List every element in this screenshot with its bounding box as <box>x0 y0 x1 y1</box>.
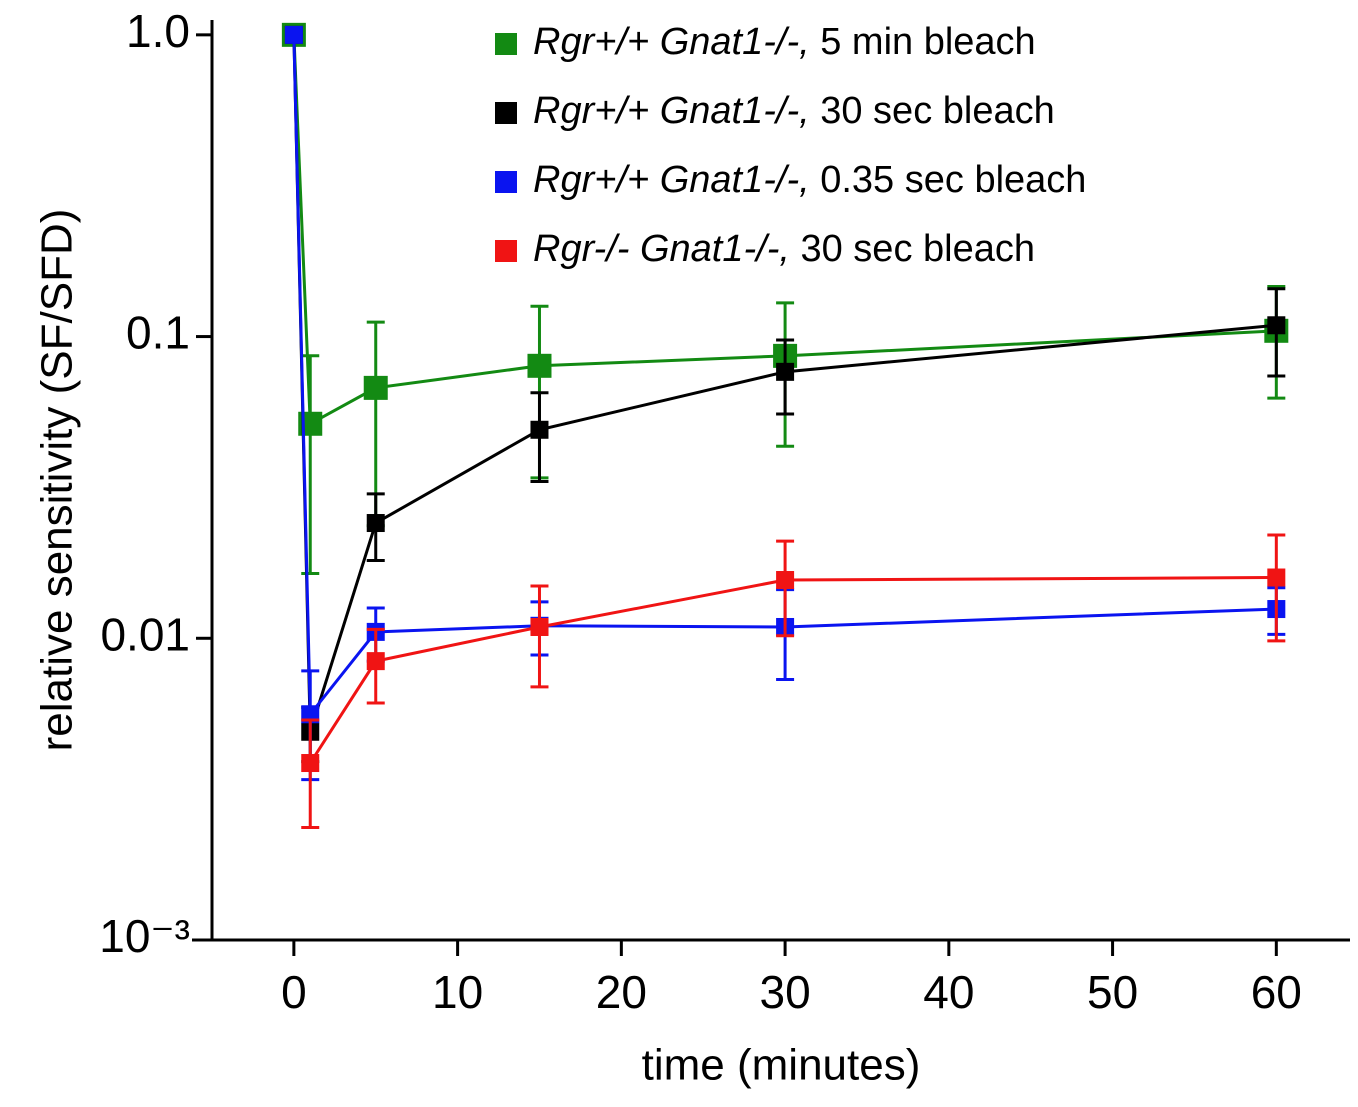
x-tick-label: 10 <box>432 966 483 1018</box>
series-line <box>292 34 1277 427</box>
x-tick-label: 0 <box>281 966 307 1018</box>
x-tick-label: 60 <box>1251 966 1302 1018</box>
y-axis-title: relative sensitivity (SF/SFD) <box>33 209 82 752</box>
legend-swatch <box>495 102 517 124</box>
legend-label: Rgr+/+ Gnat1-/-, 5 min bleach <box>533 21 1036 63</box>
marker <box>1267 316 1286 335</box>
error-bar <box>301 718 320 829</box>
y-tick-label: 10⁻³ <box>99 910 190 962</box>
marker <box>776 571 795 590</box>
legend-label: Rgr+/+ Gnat1-/-, 30 sec bleach <box>533 90 1055 132</box>
marker <box>776 362 795 381</box>
x-tick-label: 30 <box>760 966 811 1018</box>
marker <box>363 375 388 400</box>
y-tick-label: 0.1 <box>126 307 190 359</box>
marker <box>366 652 385 671</box>
x-tick-label: 20 <box>596 966 647 1018</box>
x-tick-label: 50 <box>1087 966 1138 1018</box>
error-bar <box>301 354 320 575</box>
x-axis-title: time (minutes) <box>642 1041 921 1090</box>
y-tick-label: 0.01 <box>100 608 190 660</box>
legend-swatch <box>495 33 517 55</box>
marker <box>366 514 385 533</box>
legend-label: Rgr+/+ Gnat1-/-, 0.35 sec bleach <box>533 159 1086 201</box>
series-line <box>292 34 1277 719</box>
series-line <box>308 576 1277 764</box>
marker <box>527 353 552 378</box>
x-tick-label: 40 <box>923 966 974 1018</box>
legend-swatch <box>495 240 517 262</box>
marker <box>301 754 320 773</box>
error-bar <box>1267 533 1286 643</box>
marker <box>530 617 549 636</box>
error-bar <box>530 584 549 689</box>
marker <box>284 25 303 44</box>
legend-label: Rgr-/- Gnat1-/-, 30 sec bleach <box>533 228 1035 270</box>
y-tick-label: 1.0 <box>126 5 190 57</box>
marker <box>1267 568 1286 587</box>
legend-swatch <box>495 171 517 193</box>
marker <box>530 420 549 439</box>
